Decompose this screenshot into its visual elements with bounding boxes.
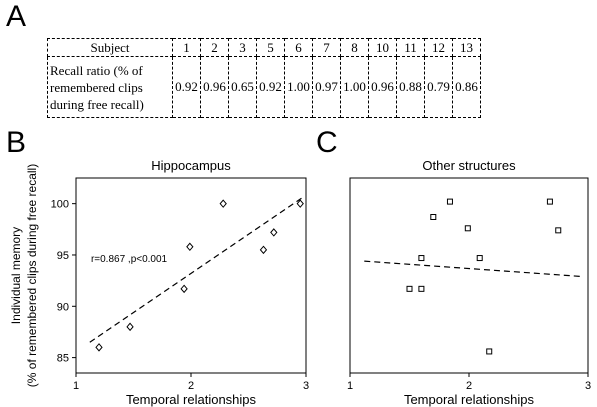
plot-frame	[349, 177, 589, 374]
y-axis-label: (% of remembered clips during free recal…	[25, 164, 39, 387]
recall-ratio-label-cell: Recall ratio (% of remembered clips duri…	[47, 56, 173, 118]
data-point	[180, 284, 188, 294]
plot-frame	[75, 177, 307, 374]
y-tick-label: 85	[57, 353, 69, 365]
x-axis-label: Temporal relationships	[126, 392, 257, 407]
data-point	[464, 225, 471, 232]
x-tick-label: 1	[73, 380, 79, 392]
regression-line	[364, 260, 583, 278]
recall-ratio-value-cell: 0.79	[424, 56, 453, 118]
regression-line	[89, 197, 303, 343]
data-point	[406, 285, 413, 292]
data-point	[476, 255, 483, 262]
recall-ratio-value-cell: 0.96	[368, 56, 397, 118]
panel-label-b: B	[6, 126, 27, 159]
data-point	[430, 214, 437, 220]
recall-ratio-row: Recall ratio (% of remembered clips duri…	[47, 56, 481, 118]
panel-label-c: C	[316, 126, 338, 159]
recall-ratio-label-line: during free recall)	[50, 96, 144, 112]
recall-ratio-value-cell: 0.97	[312, 56, 341, 118]
data-point	[555, 227, 562, 234]
subject-header-cell: Subject	[47, 38, 173, 57]
x-tick-label: 3	[303, 380, 309, 392]
recall-ratio-value-cell: 0.92	[256, 56, 285, 118]
data-point	[186, 242, 194, 252]
recall-ratio-value-cell: 0.86	[452, 56, 481, 118]
x-tick-label: 1	[347, 380, 353, 392]
data-point	[259, 245, 268, 255]
y-tick-label: 100	[51, 199, 69, 211]
chart-title: Hippocampus	[151, 158, 231, 173]
x-tick-label: 3	[585, 380, 591, 392]
x-tick-label: 2	[466, 380, 472, 392]
data-point	[296, 199, 304, 208]
data-point	[418, 285, 425, 292]
y-tick-label: 95	[57, 250, 69, 262]
recall-ratio-value-cell: 1.00	[284, 56, 313, 118]
recall-ratio-label-line: Recall ratio (% of	[50, 62, 143, 78]
data-point	[270, 228, 278, 237]
recall-ratio-label-line: remembered clips	[50, 79, 143, 95]
other-structures-chart: Other structures 1 2 3 Temporal relationship…	[347, 158, 591, 407]
hippocampus-chart: Hippocampus 1 2 3 85 90 95 100 Temporal relation…	[9, 158, 309, 407]
y-axis-label: Individual memory	[9, 227, 23, 324]
y-tick-label: 90	[57, 301, 69, 313]
data-point	[486, 348, 493, 355]
chart-title: Other structures	[422, 158, 516, 173]
data-point	[546, 198, 553, 205]
recall-ratio-value-cell: 0.92	[172, 56, 201, 118]
x-axis-label: Temporal relationships	[404, 392, 535, 407]
recall-ratio-value-cell: 0.96	[200, 56, 229, 118]
correlation-annotation: r=0.867 ,p<0.001	[91, 254, 168, 265]
x-tick-label: 2	[188, 380, 194, 392]
recall-ratio-table: Subject 1 2 3 5 6 7 8 10 11 12 13 Recall ratio (% …	[47, 38, 481, 118]
data-point	[418, 255, 425, 262]
subject-id-cell: 11	[396, 38, 425, 57]
recall-ratio-value-cell: 0.65	[228, 56, 257, 118]
data-point	[126, 322, 134, 332]
panel-label-a: A	[6, 0, 27, 33]
subject-header-row: Subject 1 2 3 5 6 7 8 10 11 12 13	[47, 38, 481, 57]
data-point	[219, 199, 227, 208]
data-point	[95, 343, 103, 352]
data-point	[446, 198, 453, 205]
